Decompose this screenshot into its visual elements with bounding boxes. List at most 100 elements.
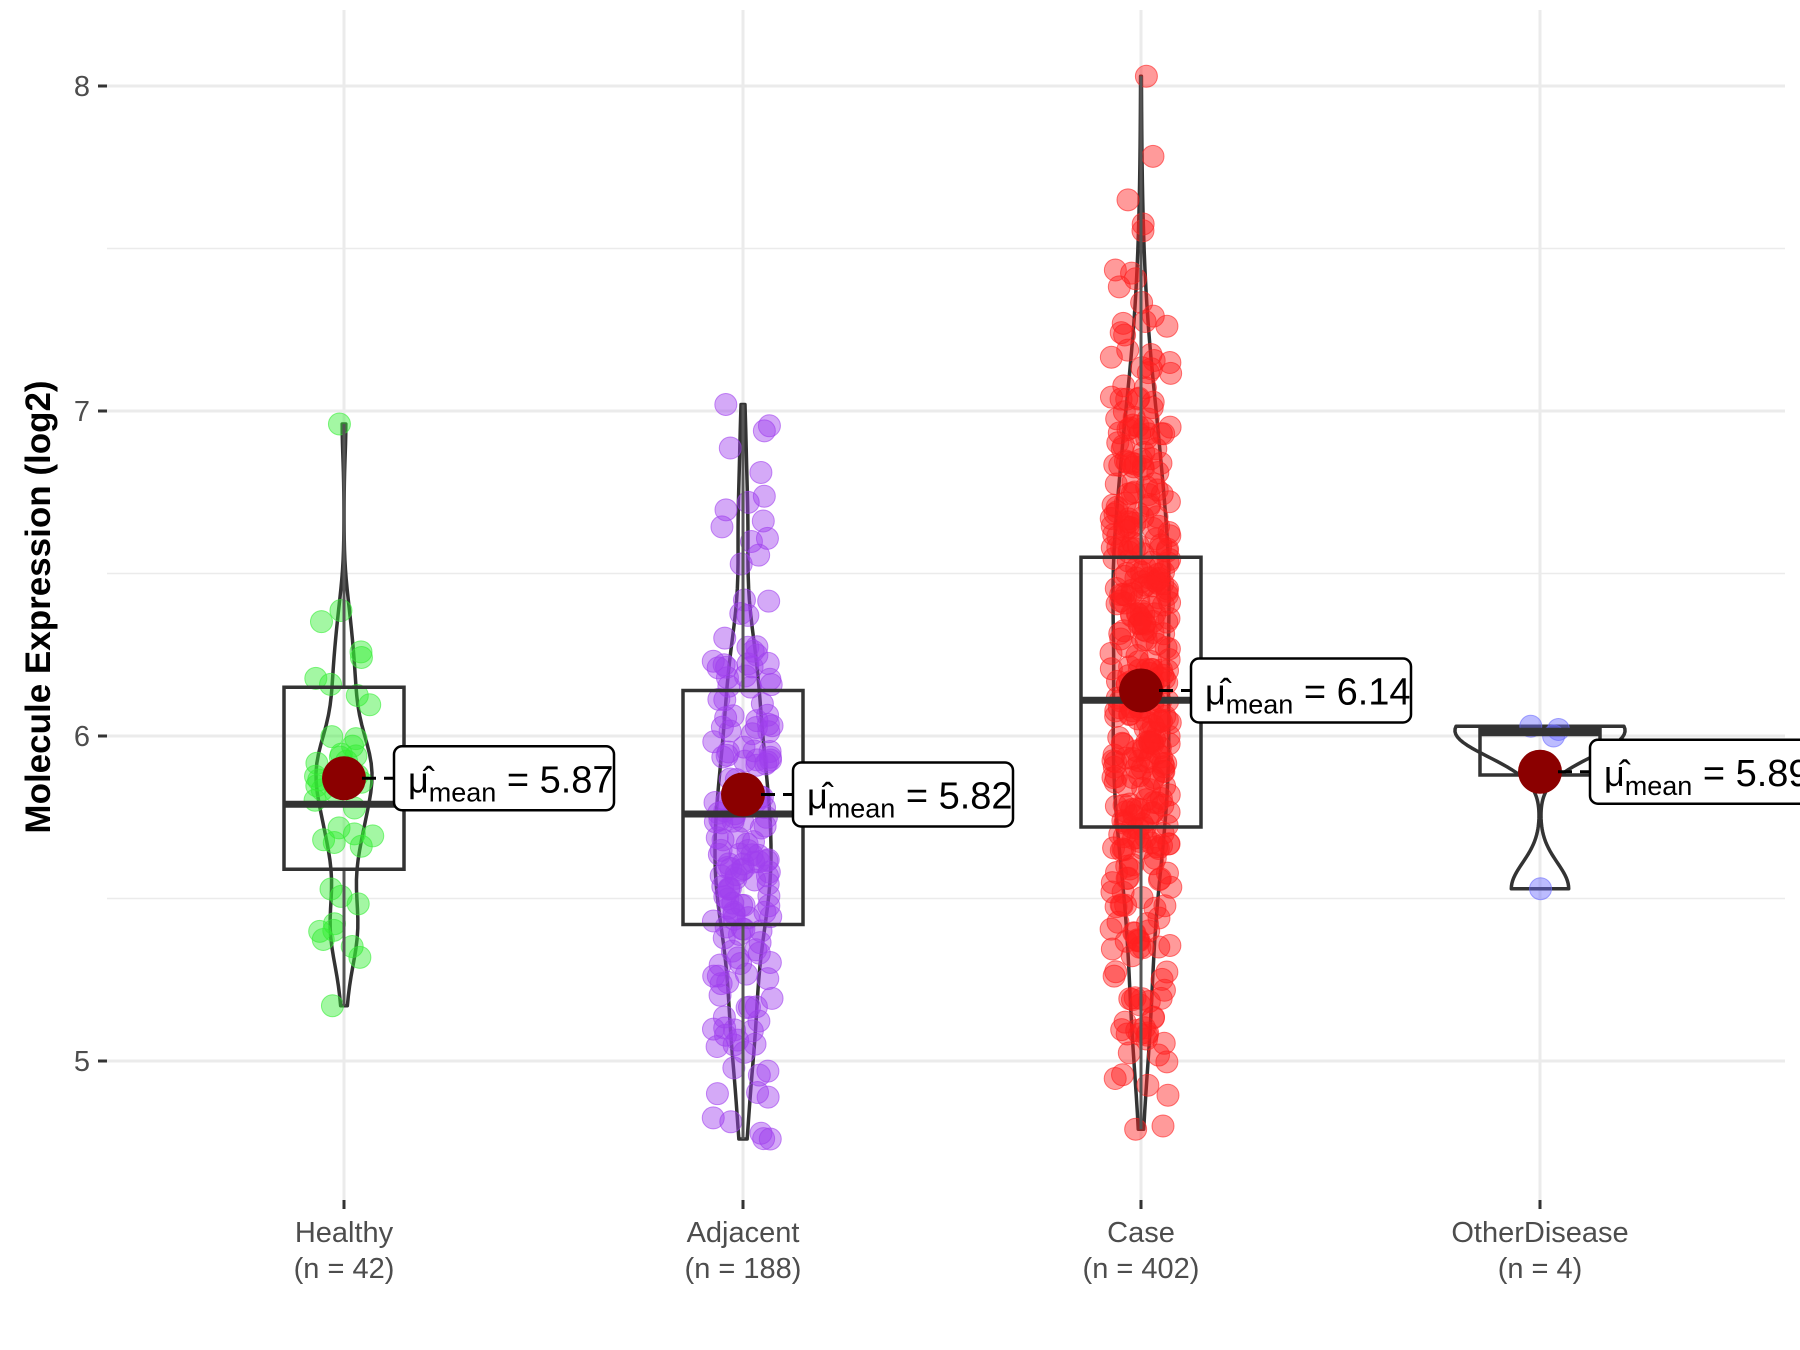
data-point: [1145, 505, 1169, 529]
data-point: [1102, 836, 1126, 860]
data-point: [744, 715, 768, 739]
data-point: [319, 672, 343, 696]
data-point: [721, 704, 745, 728]
grid: [107, 10, 1785, 1200]
data-point: [1116, 188, 1140, 212]
data-point: [1151, 1114, 1175, 1138]
data-point: [745, 753, 769, 777]
data-point: [345, 683, 369, 707]
data-point: [344, 727, 368, 751]
data-point: [1109, 387, 1133, 411]
data-point: [1133, 309, 1157, 333]
data-point: [740, 722, 764, 746]
data-point: [1120, 988, 1144, 1012]
data-point: [730, 893, 754, 917]
data-point: [744, 995, 768, 1019]
data-point: [1149, 451, 1173, 475]
data-point: [729, 552, 753, 576]
x-tick-label: Case: [1107, 1217, 1175, 1249]
data-point: [309, 610, 333, 634]
data-point: [1109, 583, 1133, 607]
mean-label-text: μ̂mean = 5.89: [1604, 753, 1800, 801]
x-tick-label: Healthy: [295, 1217, 394, 1249]
violin-adjacent: [713, 402, 773, 1141]
data-point: [1121, 531, 1145, 555]
jitter-points: [303, 64, 1570, 1151]
data-point: [707, 687, 731, 711]
data-point: [1112, 514, 1136, 538]
data-point: [1115, 1022, 1139, 1046]
data-point: [751, 509, 775, 533]
data-point: [1100, 871, 1124, 895]
data-point: [1153, 894, 1177, 918]
data-point: [709, 838, 733, 862]
data-point: [730, 858, 754, 882]
x-tick-label: Adjacent: [687, 1217, 800, 1249]
data-point: [747, 1063, 771, 1087]
data-point: [705, 1082, 729, 1106]
data-point: [752, 484, 776, 508]
data-point: [1124, 566, 1148, 590]
data-point: [1156, 1083, 1180, 1107]
data-point: [1122, 921, 1146, 945]
data-point: [1144, 437, 1168, 461]
data-point: [759, 748, 783, 772]
mean-label-box: [392, 745, 616, 812]
data-point: [346, 892, 370, 916]
mean-label: μ̂mean = 6.14: [1189, 657, 1413, 724]
data-point: [1152, 759, 1176, 783]
x-tick-n-label: (n = 188): [685, 1253, 802, 1285]
data-point: [1104, 960, 1128, 984]
data-point: [329, 884, 353, 908]
data-point: [729, 602, 753, 626]
mean-label-text: μ̂mean = 5.87: [408, 759, 614, 807]
data-point: [349, 640, 373, 664]
data-point: [719, 1110, 743, 1134]
data-point: [1134, 64, 1158, 88]
data-point: [714, 393, 738, 416]
data-point: [1157, 732, 1181, 756]
data-point: [712, 926, 736, 950]
data-point: [1141, 852, 1165, 876]
data-point: [1117, 540, 1141, 564]
data-point: [1110, 437, 1134, 461]
data-point: [1104, 765, 1128, 789]
data-point: [1105, 407, 1129, 431]
data-point: [758, 951, 782, 975]
data-point: [1099, 657, 1123, 681]
data-point: [323, 912, 347, 936]
data-point: [1132, 602, 1156, 626]
mean-markers: μ̂mean = 5.87 μ̂mean = 5.82 μ̂mean = 6.14 μ…: [322, 657, 1800, 828]
data-point: [1132, 1016, 1156, 1040]
data-point: [747, 1009, 771, 1033]
data-point: [757, 720, 781, 744]
data-point: [1139, 595, 1163, 619]
data-point: [1152, 422, 1176, 446]
data-point: [732, 735, 756, 759]
data-point: [342, 822, 366, 846]
data-point: [329, 599, 353, 623]
x-tick-n-label: (n = 4): [1498, 1253, 1583, 1285]
violin-otherdisease: [1453, 724, 1627, 891]
y-tick-label: 7: [74, 396, 90, 428]
data-point: [755, 864, 779, 888]
mean-label-box: [1588, 738, 1800, 805]
data-point: [1126, 603, 1150, 627]
data-point: [1115, 450, 1139, 474]
data-point: [1157, 490, 1181, 514]
data-point: [744, 938, 768, 962]
data-point: [754, 752, 778, 776]
data-point: [348, 945, 372, 969]
data-point: [1131, 219, 1155, 243]
data-point: [713, 1016, 737, 1040]
data-point: [1157, 832, 1181, 856]
data-point: [710, 515, 734, 539]
data-point: [705, 826, 729, 850]
data-point: [1103, 1067, 1127, 1091]
data-point: [1115, 866, 1139, 890]
data-point: [1152, 560, 1176, 584]
data-point: [1118, 416, 1142, 440]
data-point: [1155, 960, 1179, 984]
data-point: [746, 1081, 770, 1105]
data-point: [308, 919, 332, 943]
